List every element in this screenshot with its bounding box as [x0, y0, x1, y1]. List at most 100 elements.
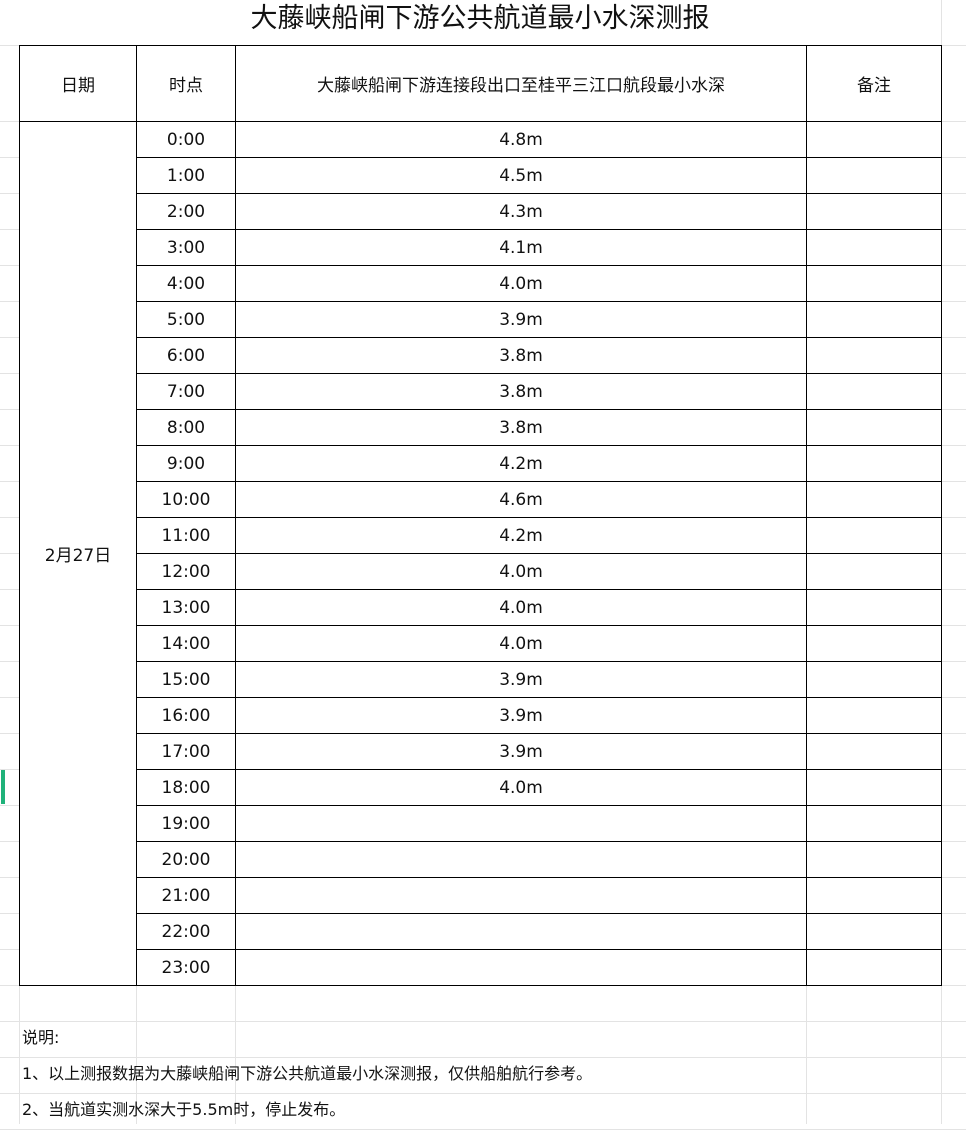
table-row: 21:00 [20, 877, 942, 914]
time-cell[interactable]: 22:00 [136, 913, 236, 950]
table-row: 5:00 3.9m [20, 301, 942, 338]
remark-cell[interactable] [806, 445, 942, 482]
depth-cell[interactable]: 3.9m [235, 301, 807, 338]
depth-cell[interactable]: 3.9m [235, 733, 807, 770]
depth-cell[interactable]: 4.0m [235, 553, 807, 590]
remark-cell[interactable] [806, 589, 942, 626]
depth-cell[interactable]: 4.5m [235, 157, 807, 194]
depth-cell[interactable] [235, 949, 807, 986]
depth-cell[interactable]: 4.0m [235, 625, 807, 662]
depth-cell[interactable]: 4.2m [235, 445, 807, 482]
table-row: 2:00 4.3m [20, 193, 942, 230]
remark-cell[interactable] [806, 481, 942, 518]
depth-cell[interactable] [235, 805, 807, 842]
depth-cell[interactable]: 4.0m [235, 769, 807, 806]
remark-cell[interactable] [806, 625, 942, 662]
remark-cell[interactable] [806, 517, 942, 554]
remark-cell[interactable] [806, 841, 942, 878]
time-cell[interactable]: 2:00 [136, 193, 236, 230]
remark-cell[interactable] [806, 949, 942, 986]
table-row: 2月27日 0:00 4.8m [19, 121, 942, 986]
remark-cell[interactable] [806, 697, 942, 734]
notes-heading[interactable]: 说明: [22, 1028, 60, 1047]
depth-cell[interactable]: 4.1m [235, 229, 807, 266]
time-cell[interactable]: 23:00 [136, 949, 236, 986]
time-cell[interactable]: 1:00 [136, 157, 236, 194]
time-cell[interactable]: 7:00 [136, 373, 236, 410]
table-row: 10:00 4.6m [20, 481, 942, 518]
time-cell[interactable]: 21:00 [136, 877, 236, 914]
table-row: 17:00 3.9m [20, 733, 942, 770]
gridline [0, 1057, 966, 1058]
table-row: 7:00 3.8m [20, 373, 942, 410]
gridline [0, 1021, 966, 1022]
table-row: 16:00 3.9m [20, 697, 942, 734]
time-cell[interactable]: 5:00 [136, 301, 236, 338]
remark-cell[interactable] [806, 553, 942, 590]
remark-cell[interactable] [806, 409, 942, 446]
remark-cell[interactable] [806, 229, 942, 266]
time-cell[interactable]: 10:00 [136, 481, 236, 518]
time-cell[interactable]: 3:00 [136, 229, 236, 266]
depth-cell[interactable] [235, 877, 807, 914]
remark-cell[interactable] [806, 193, 942, 230]
time-cell[interactable]: 13:00 [136, 589, 236, 626]
depth-cell[interactable] [235, 913, 807, 950]
remark-cell[interactable] [806, 913, 942, 950]
remark-cell[interactable] [806, 877, 942, 914]
depth-cell[interactable]: 4.6m [235, 481, 807, 518]
time-cell[interactable]: 18:00 [136, 769, 236, 806]
time-cell[interactable]: 17:00 [136, 733, 236, 770]
remark-cell[interactable] [806, 301, 942, 338]
time-cell[interactable]: 12:00 [136, 553, 236, 590]
time-cell[interactable]: 4:00 [136, 265, 236, 302]
remark-cell[interactable] [806, 661, 942, 698]
remark-cell[interactable] [806, 157, 942, 194]
remark-cell[interactable] [806, 733, 942, 770]
note-item[interactable]: 1、以上测报数据为大藤峡船闸下游公共航道最小水深测报，仅供船舶航行参考。 [22, 1064, 593, 1083]
remark-cell[interactable] [806, 373, 942, 410]
table-row: 8:00 3.8m [20, 409, 942, 446]
depth-cell[interactable]: 4.3m [235, 193, 807, 230]
table-row: 9:00 4.2m [20, 445, 942, 482]
note-item[interactable]: 2、当航道实测水深大于5.5m时，停止发布。 [22, 1100, 346, 1119]
table-row: 15:00 3.9m [20, 661, 942, 698]
depth-cell[interactable]: 3.8m [235, 373, 807, 410]
depth-cell[interactable] [235, 841, 807, 878]
depth-cell[interactable]: 3.9m [235, 661, 807, 698]
depth-cell[interactable]: 3.9m [235, 697, 807, 734]
header-remark[interactable]: 备注 [806, 45, 942, 122]
time-cell[interactable]: 16:00 [136, 697, 236, 734]
depth-cell[interactable]: 4.0m [235, 589, 807, 626]
sheet-title[interactable]: 大藤峡船闸下游公共航道最小水深测报 [19, 0, 941, 45]
remark-cell[interactable] [806, 769, 942, 806]
time-cell[interactable]: 8:00 [136, 409, 236, 446]
date-cell[interactable]: 2月27日 [19, 121, 137, 986]
table-row: 13:00 4.0m [20, 589, 942, 626]
table-row: 18:00 4.0m [20, 769, 942, 806]
header-depth[interactable]: 大藤峡船闸下游连接段出口至桂平三江口航段最小水深 [235, 45, 807, 122]
remark-cell[interactable] [806, 805, 942, 842]
time-cell[interactable]: 15:00 [136, 661, 236, 698]
header-date[interactable]: 日期 [19, 45, 137, 122]
time-cell[interactable]: 11:00 [136, 517, 236, 554]
time-cell[interactable]: 6:00 [136, 337, 236, 374]
depth-cell[interactable]: 4.0m [235, 265, 807, 302]
remark-cell[interactable] [806, 121, 942, 158]
table-row: 4:00 4.0m [20, 265, 942, 302]
time-cell[interactable]: 20:00 [136, 841, 236, 878]
remark-cell[interactable] [806, 337, 942, 374]
depth-cell[interactable]: 3.8m [235, 337, 807, 374]
row-selection-marker[interactable] [1, 770, 5, 804]
table-row: 12:00 4.0m [20, 553, 942, 590]
remark-cell[interactable] [806, 265, 942, 302]
time-cell[interactable]: 14:00 [136, 625, 236, 662]
depth-table: 日期 时点 大藤峡船闸下游连接段出口至桂平三江口航段最小水深 备注 2月27日 0… [19, 45, 942, 986]
depth-cell[interactable]: 3.8m [235, 409, 807, 446]
time-cell[interactable]: 19:00 [136, 805, 236, 842]
time-cell[interactable]: 9:00 [136, 445, 236, 482]
depth-cell[interactable]: 4.2m [235, 517, 807, 554]
header-time[interactable]: 时点 [136, 45, 236, 122]
time-cell[interactable]: 0:00 [136, 121, 236, 158]
depth-cell[interactable]: 4.8m [235, 121, 807, 158]
